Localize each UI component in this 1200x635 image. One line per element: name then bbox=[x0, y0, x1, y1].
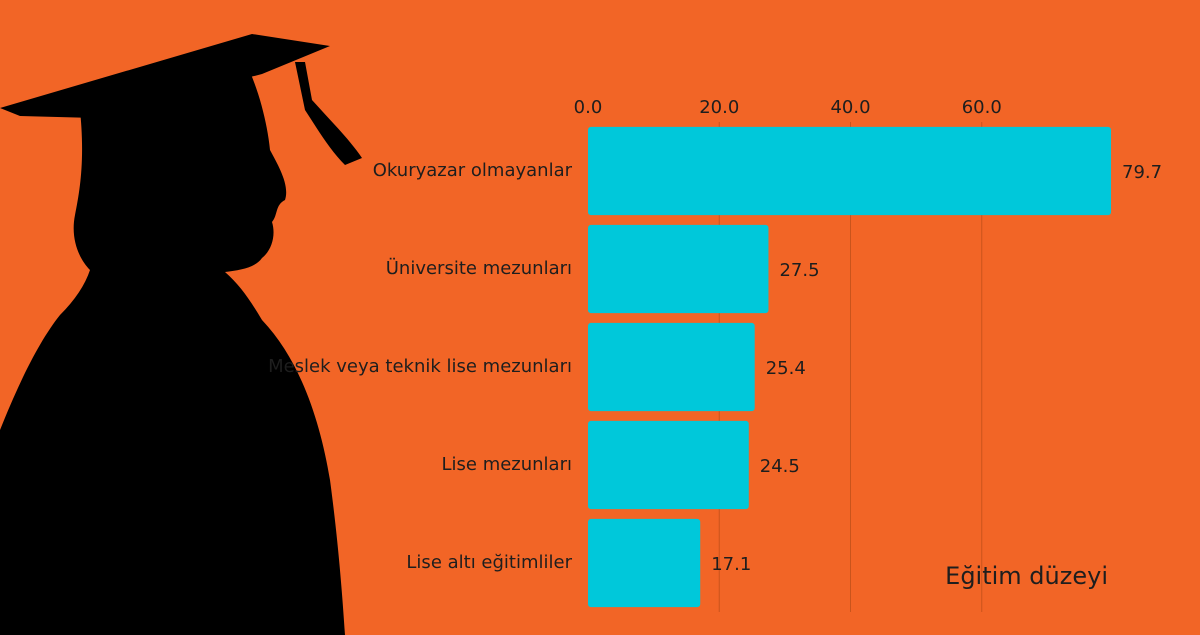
value-label: 17.1 bbox=[711, 554, 751, 575]
y-tick-label: Lise mezunları bbox=[441, 454, 572, 475]
y-tick-label: Üniversite mezunları bbox=[386, 257, 572, 279]
bar bbox=[588, 518, 701, 608]
tassel bbox=[295, 62, 362, 165]
bar bbox=[588, 420, 749, 510]
y-tick-label: Lise altı eğitimliler bbox=[406, 552, 572, 573]
y-tick-label: Okuryazar olmayanlar bbox=[373, 160, 573, 181]
head-body bbox=[0, 72, 345, 635]
cap-board bbox=[0, 34, 330, 118]
x-tick-label: 60.0 bbox=[962, 97, 1002, 118]
bar bbox=[588, 322, 755, 412]
x-tick-label: 0.0 bbox=[574, 97, 603, 118]
axis-title: Eğitim düzeyi bbox=[945, 562, 1108, 590]
x-tick-label: 40.0 bbox=[830, 97, 870, 118]
value-label: 79.7 bbox=[1122, 162, 1162, 183]
value-label: 27.5 bbox=[779, 260, 819, 281]
bar bbox=[588, 224, 769, 314]
graduate-silhouette bbox=[0, 34, 362, 635]
bar bbox=[588, 126, 1112, 216]
x-tick-label: 20.0 bbox=[699, 97, 739, 118]
value-label: 24.5 bbox=[760, 456, 800, 477]
y-tick-label: Meslek veya teknik lise mezunları bbox=[268, 356, 572, 377]
value-label: 25.4 bbox=[766, 358, 806, 379]
